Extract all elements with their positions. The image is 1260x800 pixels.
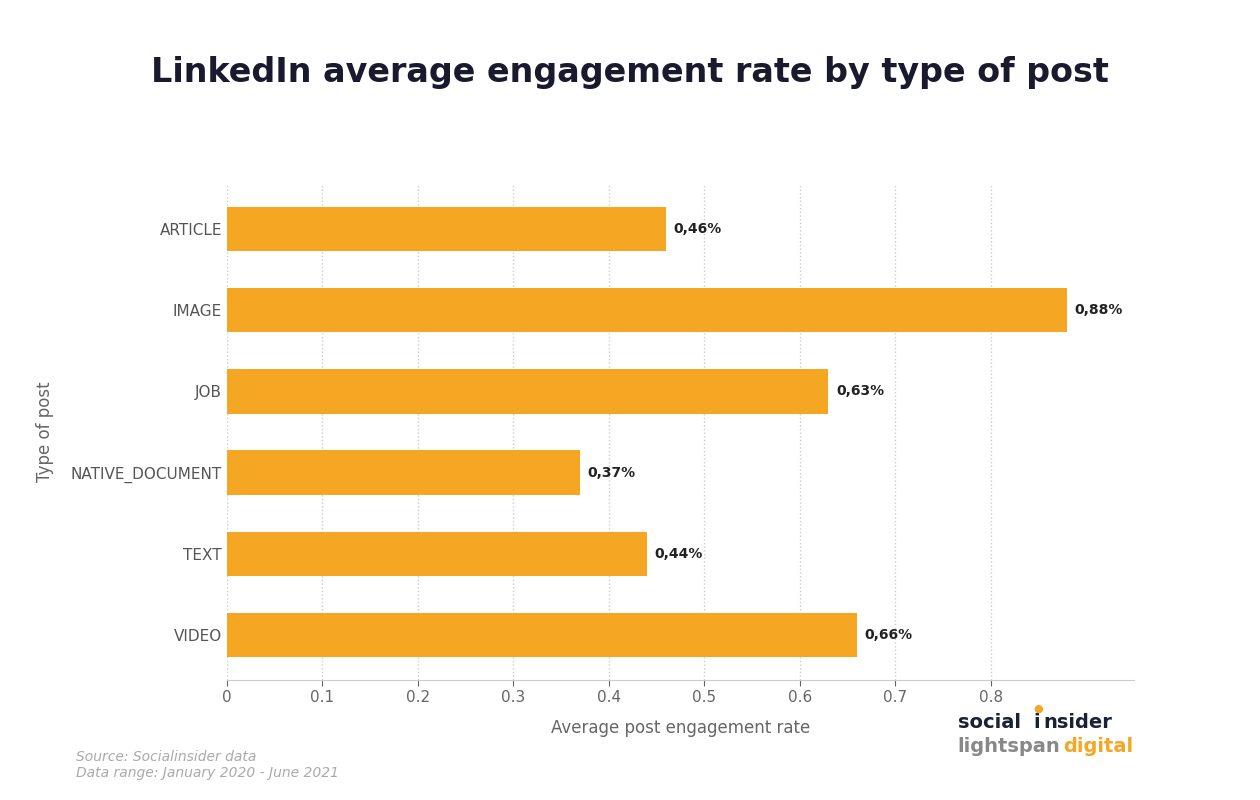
Text: 0,88%: 0,88% [1075,303,1123,317]
Bar [227,206,667,251]
Text: nsider: nsider [1043,713,1113,732]
Text: ●: ● [1033,704,1043,714]
Bar [227,613,857,658]
Text: 0,63%: 0,63% [837,384,885,398]
Text: i: i [1033,713,1040,732]
Text: social: social [958,713,1021,732]
Text: digital: digital [1063,737,1134,756]
Text: 0,66%: 0,66% [864,628,912,642]
Text: 0,46%: 0,46% [674,222,722,236]
Text: lightspan: lightspan [958,737,1061,756]
Y-axis label: Type of post: Type of post [37,382,54,482]
Text: 0,37%: 0,37% [587,466,636,480]
Bar [227,531,646,576]
Text: Source: Socialinsider data
Data range: January 2020 - June 2021: Source: Socialinsider data Data range: J… [76,750,339,780]
X-axis label: Average post engagement rate: Average post engagement rate [551,719,810,738]
Text: LinkedIn average engagement rate by type of post: LinkedIn average engagement rate by type… [151,56,1109,89]
Bar [227,288,1067,333]
Text: 0,44%: 0,44% [655,547,703,561]
Bar [227,450,580,495]
Bar [227,369,828,414]
